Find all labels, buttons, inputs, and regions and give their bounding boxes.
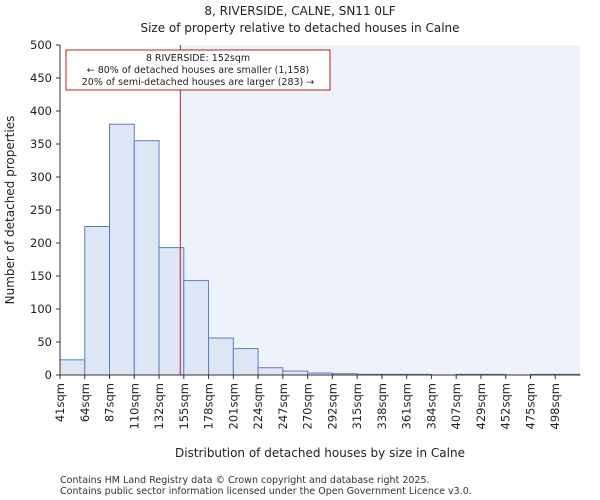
annotation-line-2: ← 80% of detached houses are smaller (1,… (87, 65, 310, 76)
footer-line-2: Contains public sector information licen… (60, 486, 472, 497)
chart-title: 8, RIVERSIDE, CALNE, SN11 0LF (204, 4, 395, 18)
y-tick-label: 350 (30, 137, 52, 151)
x-tick-label: 155sqm (177, 383, 191, 429)
x-axis-label: Distribution of detached houses by size … (175, 446, 465, 460)
y-tick-label: 300 (30, 170, 52, 184)
bar-155sqm (183, 280, 210, 376)
annotation-line-3: 20% of semi-detached houses are larger (… (82, 77, 315, 88)
y-tick-label: 200 (30, 236, 52, 250)
bar-201sqm (232, 348, 259, 376)
bar-247sqm (282, 370, 309, 376)
y-tick-label: 50 (37, 335, 52, 349)
bars-group (59, 123, 581, 376)
x-tick-label: 407sqm (449, 383, 463, 429)
annotation-line-1: 8 RIVERSIDE: 152sqm (146, 53, 250, 64)
x-tick-label: 429sqm (474, 383, 488, 429)
larger-region-shade (180, 45, 580, 375)
footer-line-1: Contains HM Land Registry data © Crown c… (60, 475, 430, 486)
x-tick-label: 315sqm (350, 383, 364, 429)
y-tick-label: 100 (30, 302, 52, 316)
y-tick-labels: 0 50 100 150 200 250 300 350 400 450 500 (30, 38, 60, 382)
bar-64sqm (84, 226, 111, 376)
x-tick-label: 475sqm (523, 383, 537, 429)
x-tick-label: 201sqm (226, 383, 240, 429)
x-tick-label: 338sqm (375, 383, 389, 429)
x-tick-label: 87sqm (103, 383, 117, 422)
x-tick-label: 361sqm (400, 383, 414, 429)
y-tick-label: 150 (30, 269, 52, 283)
x-tick-label: 270sqm (301, 383, 315, 429)
x-tick-labels: 41sqm 64sqm 87sqm 110sqm 132sqm 155sqm 178sqm 2… (53, 375, 562, 429)
bar-110sqm (133, 140, 160, 376)
annotation-box: 8 RIVERSIDE: 152sqm ← 80% of detached ho… (65, 49, 331, 91)
y-tick-label: 450 (30, 71, 52, 85)
x-tick-label: 110sqm (127, 383, 141, 429)
y-tick-label: 0 (45, 368, 52, 382)
annotation-frame (65, 49, 331, 91)
bar-41sqm (59, 359, 86, 376)
chart-subtitle: Size of property relative to detached ho… (140, 21, 459, 35)
x-tick-label: 384sqm (424, 383, 438, 429)
bar-87sqm (109, 123, 135, 376)
x-tick-label: 452sqm (499, 383, 513, 429)
y-tick-label: 500 (30, 38, 52, 52)
x-tick-label: 178sqm (202, 383, 216, 429)
x-tick-label: 247sqm (276, 383, 290, 429)
y-tick-label: 250 (30, 203, 52, 217)
x-tick-label: 41sqm (53, 383, 67, 422)
x-tick-label: 292sqm (325, 383, 339, 429)
x-tick-label: 64sqm (78, 383, 92, 422)
x-tick-label: 132sqm (152, 383, 166, 429)
bar-178sqm (208, 337, 234, 376)
y-tick-label: 400 (30, 104, 52, 118)
bar-224sqm (257, 367, 284, 376)
x-tick-label: 498sqm (548, 383, 562, 429)
x-tick-label: 224sqm (251, 383, 265, 429)
y-axis-label: Number of detached properties (3, 116, 17, 305)
